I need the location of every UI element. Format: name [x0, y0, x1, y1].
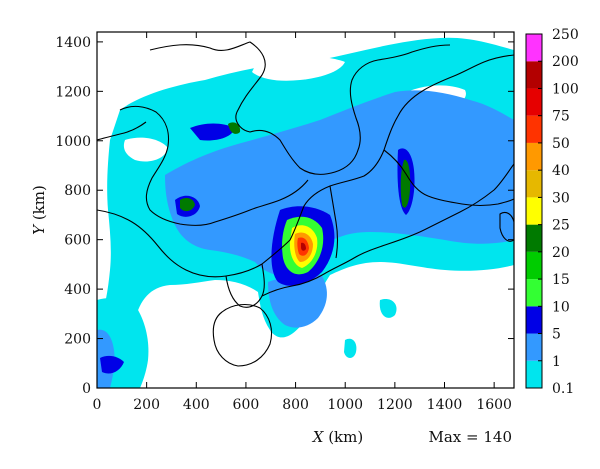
- colorbar-level-label: 25: [552, 218, 570, 234]
- colorbar-swatch: [526, 333, 542, 361]
- hainan-island: [212, 303, 273, 367]
- colorbar-swatch: [526, 142, 542, 171]
- province-border-line: [119, 105, 309, 226]
- colorbar-level-label: 1: [552, 354, 561, 370]
- colorbar-level-label: 40: [552, 163, 570, 179]
- rain-band-20-c: [228, 122, 241, 134]
- y-tick-label: 1000: [55, 134, 91, 150]
- y-tick-label: 0: [82, 381, 91, 397]
- colorbar-swatch: [526, 34, 542, 62]
- y-tick-label: 800: [64, 183, 91, 199]
- x-axis-title: X (km): [312, 428, 363, 446]
- y-tick-label: 1400: [55, 35, 91, 51]
- province-border-line: [97, 121, 147, 141]
- x-tick-label: 600: [233, 397, 260, 413]
- colorbar-swatch: [526, 88, 542, 116]
- colorbar-level-label: 5: [552, 327, 561, 343]
- colorbar-level-label: 200: [552, 54, 579, 70]
- x-axis-ticks: 0 200 400 600 800 1000 1200 1400 1600: [93, 32, 512, 413]
- y-axis-title: Y (km): [30, 185, 48, 235]
- province-border-line: [149, 41, 451, 175]
- colorbar-swatch: [526, 279, 542, 307]
- colorbar-swatch: [526, 306, 542, 334]
- x-tick-label: 200: [133, 397, 160, 413]
- rain-patch-0-1-b: [379, 299, 397, 318]
- y-tick-label: 1200: [55, 84, 91, 100]
- colorbar-swatch: [526, 360, 542, 388]
- colorbar-frame: [525, 33, 543, 389]
- colorbar-level-label: 0.1: [552, 381, 574, 397]
- colorbar-level-label: 75: [552, 109, 570, 125]
- x-tick-label: 1600: [476, 397, 512, 413]
- rain-band-20-b: [180, 197, 195, 212]
- rain-band-100: [301, 242, 306, 251]
- colorbar-swatch: [526, 61, 542, 89]
- rain-band-5-e: [100, 355, 124, 374]
- coastline: [261, 163, 514, 297]
- taiwan-island: [499, 211, 514, 242]
- colorbar-level-label: 100: [552, 81, 579, 97]
- x-tick-label: 1200: [377, 397, 413, 413]
- x-tick-label: 400: [183, 397, 210, 413]
- rain-band-20: [400, 159, 411, 208]
- colorbar-swatch: [526, 170, 542, 198]
- colorbar-swatch: [526, 224, 542, 252]
- precipitation-field: [97, 37, 514, 388]
- x-tick-label: 800: [282, 397, 309, 413]
- colorbar-level-label: 50: [552, 136, 570, 152]
- colorbar-level-label: 15: [552, 272, 570, 288]
- y-axis-ticks: 0 200 400 600 800 1000 1200 1400: [55, 35, 514, 397]
- colorbar-swatch: [526, 197, 542, 225]
- x-tick-label: 1000: [327, 397, 363, 413]
- y-tick-label: 600: [64, 233, 91, 249]
- colorbar-swatch: [526, 251, 542, 280]
- colorbar-level-label: 10: [552, 299, 570, 315]
- max-value-label: Max = 140: [429, 428, 513, 446]
- rain-patch-0-1: [344, 338, 357, 358]
- colorbar-level-label: 20: [552, 245, 570, 261]
- map-borders: [97, 41, 514, 367]
- rain-band-5-d: [190, 123, 235, 141]
- colorbar-level-label: 250: [552, 27, 579, 43]
- x-tick-label: 0: [93, 397, 102, 413]
- plot-frame: [96, 31, 515, 389]
- x-tick-label: 1400: [427, 397, 463, 413]
- y-tick-label: 400: [64, 282, 91, 298]
- province-border-line: [329, 185, 339, 259]
- province-border-line: [97, 209, 263, 278]
- no-rain-gap-north: [252, 55, 345, 81]
- province-border-line: [383, 149, 514, 207]
- colorbar-swatch: [526, 115, 542, 143]
- colorbar-level-label: 30: [552, 190, 570, 206]
- no-rain-gap-west: [123, 137, 168, 162]
- y-tick-label: 200: [64, 332, 91, 348]
